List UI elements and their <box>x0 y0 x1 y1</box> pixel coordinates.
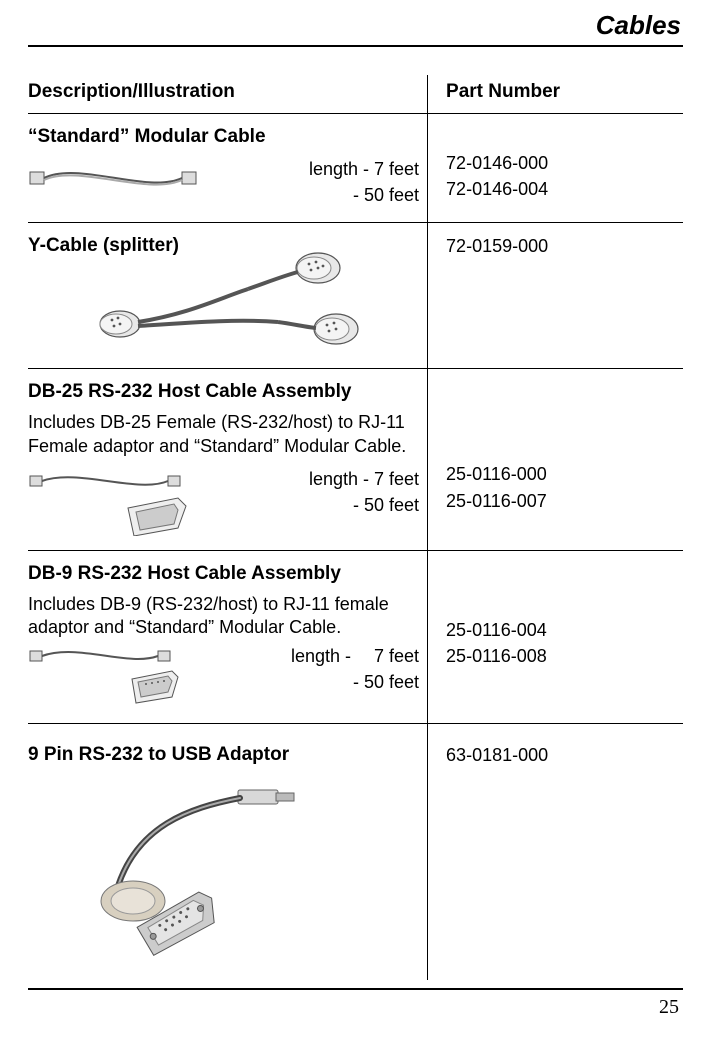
item-title: “Standard” Modular Cable <box>28 124 427 150</box>
section-title: Cables <box>28 10 683 41</box>
item-parts: 72-0159-000 <box>428 222 683 369</box>
part-number: 72-0146-004 <box>446 176 683 202</box>
length-line: length - 7 feet <box>220 643 419 669</box>
item-desc: Y-Cable (splitter) <box>28 222 428 369</box>
header-description: Description/Illustration <box>28 75 428 114</box>
length-line: length - 7 feet <box>210 156 419 182</box>
item-parts: 63-0181-000 <box>428 724 683 980</box>
item-desc: 9 Pin RS-232 to USB Adaptor <box>28 724 428 980</box>
item-title: 9 Pin RS-232 to USB Adaptor <box>28 742 427 768</box>
item-parts: 72-0146-000 72-0146-004 <box>428 114 683 223</box>
illustration-db25 <box>28 466 208 536</box>
part-number: 25-0116-007 <box>446 488 683 514</box>
item-title: DB-25 RS-232 Host Cable Assembly <box>28 379 427 405</box>
length-line: - 50 feet <box>220 492 419 518</box>
item-parts: 25-0116-004 25-0116-008 <box>428 550 683 723</box>
illustration-y-cable <box>68 244 427 354</box>
length-line: - 50 feet <box>210 182 419 208</box>
item-title: DB-9 RS-232 Host Cable Assembly <box>28 561 427 587</box>
part-number: 72-0146-000 <box>446 150 683 176</box>
part-number: 25-0116-008 <box>446 643 683 669</box>
bottom-rule <box>28 988 683 990</box>
item-subtitle: Includes DB-25 Female (RS-232/host) to R… <box>28 411 427 458</box>
part-number: 63-0181-000 <box>446 742 683 768</box>
item-desc: DB-9 RS-232 Host Cable Assembly Includes… <box>28 550 428 723</box>
length-line: length - 7 feet <box>220 466 419 492</box>
cables-table: Description/Illustration Part Number “St… <box>28 75 683 980</box>
illustration-standard-cable <box>28 156 198 196</box>
illustration-db9 <box>28 643 208 709</box>
part-number: 72-0159-000 <box>446 233 683 259</box>
header-part: Part Number <box>428 75 683 114</box>
page-number: 25 <box>28 996 683 1019</box>
item-desc: DB-25 RS-232 Host Cable Assembly Include… <box>28 369 428 550</box>
illustration-usb-adaptor <box>78 776 427 966</box>
top-rule <box>28 45 683 47</box>
length-line: - 50 feet <box>220 669 419 695</box>
item-subtitle: Includes DB-9 (RS-232/host) to RJ-11 fem… <box>28 593 427 640</box>
part-number: 25-0116-004 <box>446 617 683 643</box>
item-desc: “Standard” Modular Cable length - 7 feet… <box>28 114 428 223</box>
part-number: 25-0116-000 <box>446 461 683 487</box>
item-parts: 25-0116-000 25-0116-007 <box>428 369 683 550</box>
